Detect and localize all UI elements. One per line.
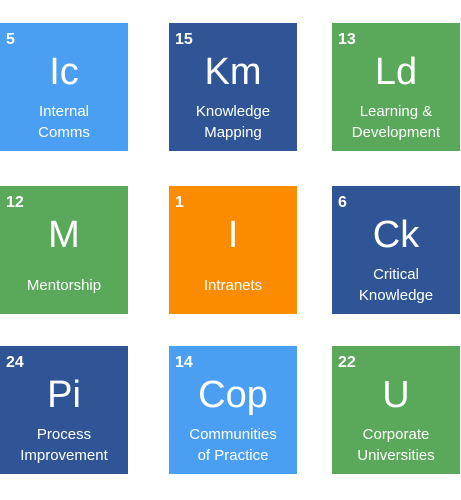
- tile-number: 14: [175, 354, 193, 371]
- tile-symbol: Cop: [198, 374, 268, 416]
- tile-name: Corporate Universities: [357, 426, 435, 464]
- tile-number: 15: [175, 31, 193, 48]
- tile-name: Intranets: [203, 277, 263, 294]
- tile-internal-comms: 5 Ic Internal Comms: [0, 23, 128, 151]
- tile-corporate-universities: 22 U Corporate Universities: [332, 346, 460, 474]
- tile-name: Mentorship: [26, 277, 102, 294]
- tile-process-improvement: 24 Pi Process Improvement: [0, 346, 128, 474]
- tile-number: 22: [338, 354, 356, 371]
- tile-symbol: Km: [204, 51, 262, 93]
- tile-number: 1: [175, 194, 184, 211]
- tile-learning-development: 13 Ld Learning & Development: [332, 23, 460, 151]
- tile-symbol: Pi: [47, 374, 81, 416]
- tile-mentorship: 12 M Mentorship: [0, 186, 128, 314]
- tile-name: Internal Comms: [38, 103, 90, 141]
- tile-number: 6: [338, 194, 347, 211]
- tile-symbol: Ld: [374, 51, 418, 93]
- tile-number: 24: [6, 354, 24, 371]
- tile-number: 13: [338, 31, 356, 48]
- tile-communities-of-practice: 14 Cop Communities of Practice: [169, 346, 297, 474]
- tile-intranets: 1 I Intranets: [169, 186, 297, 314]
- tile-name: Learning & Development: [351, 103, 441, 141]
- tile-symbol: Ck: [372, 214, 420, 256]
- tile-symbol: U: [382, 374, 410, 416]
- tile-name: Knowledge Mapping: [195, 103, 271, 141]
- tile-number: 12: [6, 194, 24, 211]
- tile-number: 5: [6, 31, 15, 48]
- tile-knowledge-mapping: 15 Km Knowledge Mapping: [169, 23, 297, 151]
- tile-name: Process Improvement: [20, 426, 108, 464]
- tile-symbol: Ic: [49, 51, 79, 93]
- tile-critical-knowledge: 6 Ck Critical Knowledge: [332, 186, 460, 314]
- tile-symbol: I: [227, 214, 239, 256]
- tile-name: Communities of Practice: [189, 426, 277, 464]
- tile-name: Critical Knowledge: [358, 266, 434, 304]
- tile-symbol: M: [48, 214, 80, 256]
